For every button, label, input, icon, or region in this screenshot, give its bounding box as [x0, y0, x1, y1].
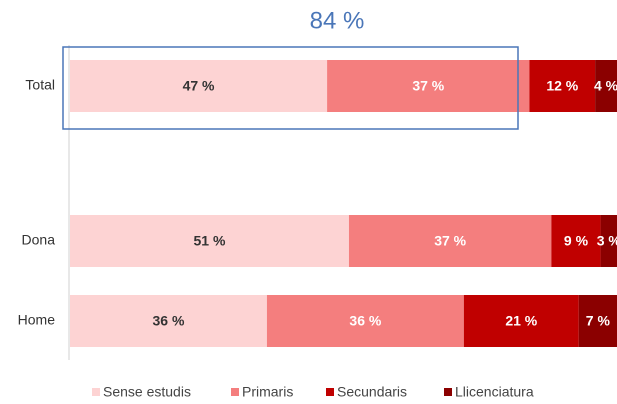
y-tick-label: Home — [18, 312, 56, 328]
bar-segment — [266, 295, 464, 347]
value-label: 37 % — [412, 78, 444, 94]
y-tick-label: Dona — [22, 232, 56, 248]
bar-segment — [70, 295, 267, 347]
value-label: 4 % — [594, 78, 617, 94]
value-label: 21 % — [505, 313, 537, 329]
value-label: 36 % — [152, 313, 184, 329]
bar-segment — [595, 60, 617, 112]
value-label: 47 % — [183, 78, 215, 94]
bar-segment — [463, 295, 579, 347]
value-label: 3 % — [597, 233, 617, 249]
bar-segment — [348, 215, 552, 267]
value-label: 37 % — [434, 233, 466, 249]
value-label: 12 % — [546, 78, 578, 94]
legend-swatch — [231, 388, 239, 396]
legend-swatch — [444, 388, 452, 396]
legend-swatch — [92, 388, 100, 396]
value-label: 9 % — [564, 233, 589, 249]
annotation: 84 % — [310, 7, 365, 34]
y-tick-label: Total — [25, 77, 55, 93]
value-label: 51 % — [194, 233, 226, 249]
annotation-box — [62, 46, 519, 130]
bar-segment — [529, 60, 596, 112]
value-label: 36 % — [349, 313, 381, 329]
bar-segment — [600, 215, 617, 267]
bar-segment — [70, 60, 328, 112]
value-label: 7 % — [586, 313, 611, 329]
bar-segment — [70, 215, 349, 267]
legend-label: Llicenciatura — [455, 384, 534, 400]
legend-swatch — [326, 388, 334, 396]
legend-label: Sense estudis — [103, 384, 191, 400]
bar-segment — [578, 295, 617, 347]
bar-segment — [327, 60, 530, 112]
legend-label: Primaris — [242, 384, 293, 400]
legend-label: Secundaris — [337, 384, 407, 400]
bars — [70, 60, 617, 347]
bar-segment — [551, 215, 601, 267]
